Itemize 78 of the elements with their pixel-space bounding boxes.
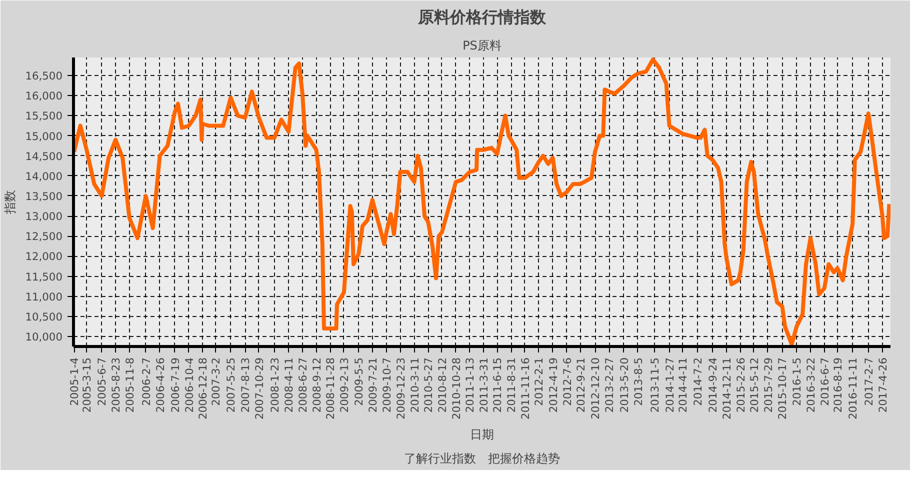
x-tick-label: 2016-1-5 <box>790 357 804 406</box>
x-tick-label: 2014-4-11 <box>676 357 690 413</box>
x-tick-label: 2012-9-21 <box>574 357 588 413</box>
y-tick-label: 12,000 <box>25 250 63 264</box>
x-tick-label: 2012-7-6 <box>560 357 574 406</box>
x-tick-label: 2010-3-11 <box>408 357 422 413</box>
x-tick-label: 2010-10-28 <box>450 357 463 420</box>
x-tick-label: 2014-7-2 <box>691 357 704 406</box>
y-tick-label: 16,000 <box>25 90 63 103</box>
y-tick-label: 10,000 <box>25 330 63 344</box>
x-tick-label: 2013-8-5 <box>632 357 645 406</box>
x-tick-label: 2005-11-8 <box>123 357 136 413</box>
x-tick-label: 2016-8-19 <box>831 357 844 413</box>
x-tick-label: 2009-12-23 <box>394 357 408 420</box>
x-tick-label: 2005-3-15 <box>80 357 94 413</box>
y-tick-label: 13,500 <box>25 190 63 203</box>
x-tick-label: 2005-6-7 <box>96 357 109 406</box>
x-tick-label: 2007-3-2 <box>210 357 223 406</box>
x-tick-label: 2007-10-29 <box>252 357 266 420</box>
x-tick-label: 2011-6-15 <box>491 357 504 413</box>
line-series <box>74 58 890 346</box>
x-tick-label: 2014-9-24 <box>706 357 720 413</box>
chart-title: 原料价格行情指数 <box>417 8 547 26</box>
x-tick-label: 2005-8-23 <box>110 357 123 413</box>
x-tick-label: 2011-3-31 <box>478 357 491 413</box>
x-tick-label: 2009-7-21 <box>366 357 380 413</box>
x-axis-title: 日期 <box>470 427 494 442</box>
x-tick-label: 2013-2-27 <box>603 357 616 413</box>
y-tick-label: 15,000 <box>25 130 63 143</box>
x-tick-label: 2008-6-27 <box>296 357 310 413</box>
x-tick-label: 2011-8-31 <box>505 357 518 413</box>
x-tick-label: 2006-12-18 <box>196 357 210 420</box>
y-tick-label: 11,500 <box>25 270 63 284</box>
x-tick-label: 2011-11-16 <box>518 357 532 420</box>
x-tick-label: 2015-7-29 <box>762 357 775 413</box>
chart-subtitle: PS原料 <box>462 38 502 52</box>
y-tick-label: 12,500 <box>25 230 63 244</box>
x-tick-label: 2014-1-27 <box>663 357 676 413</box>
x-tick-label: 2006-4-26 <box>154 357 167 413</box>
x-tick-label: 2011-1-13 <box>464 357 477 413</box>
x-tick-label: 2008-11-28 <box>324 357 338 420</box>
x-tick-label: 2005-1-4 <box>68 357 82 406</box>
x-tick-label: 2016-3-22 <box>804 357 818 413</box>
text: 了解行业指数 把握价格趋势 <box>404 452 560 466</box>
x-tick-label: 2013-5-20 <box>618 357 631 413</box>
x-tick-label: 2016-11-11 <box>846 357 860 420</box>
x-tick-label: 2010-8-12 <box>436 357 449 413</box>
x-tick-label: 2013-11-5 <box>648 357 662 413</box>
x-tick-label: 2006-7-19 <box>168 357 182 413</box>
x-tick-label: 2009-2-13 <box>338 357 351 413</box>
x-tick-label: 2009-10-7 <box>380 357 394 413</box>
x-tick-label: 2015-5-12 <box>748 357 761 413</box>
x-tick-label: 2009-5-5 <box>352 357 366 406</box>
y-tick-label: 13,000 <box>25 210 63 224</box>
x-tick-label: 2012-12-10 <box>589 357 602 420</box>
x-tick-label: 2010-5-27 <box>422 357 436 413</box>
x-tick-label: 2016-6-7 <box>818 357 832 406</box>
x-tick-label: 2015-10-17 <box>776 357 790 420</box>
y-tick-label: 14,000 <box>25 170 63 183</box>
y-tick-label: 10,500 <box>25 310 63 324</box>
x-tick-label: 2015-2-26 <box>734 357 748 413</box>
x-tick-label: 2014-12-11 <box>720 357 734 420</box>
y-axis-title: 指数 <box>3 190 18 215</box>
x-tick-label: 2007-8-13 <box>239 357 252 413</box>
x-tick-label: 2008-4-11 <box>282 357 296 413</box>
y-tick-label: 15,500 <box>25 110 63 123</box>
x-tick-label: 2006-2-7 <box>140 357 153 406</box>
y-tick-label: 11,000 <box>25 290 63 304</box>
x-tick-label: 2006-10-4 <box>182 357 196 413</box>
y-tick-label: 16,500 <box>25 70 63 83</box>
x-tick-label: 2017-2-7 <box>862 357 876 406</box>
x-tick-label: 2008-1-23 <box>268 357 282 413</box>
x-tick-label: 2008-9-12 <box>310 357 324 413</box>
x-tick-label: 2007-5-25 <box>224 357 238 413</box>
x-tick-label: 2012-2-1 <box>532 357 546 406</box>
x-tick-label: 2017-4-26 <box>876 357 890 413</box>
y-tick-label: 14,500 <box>25 150 63 163</box>
x-tick-label: 2012-4-19 <box>546 357 560 413</box>
